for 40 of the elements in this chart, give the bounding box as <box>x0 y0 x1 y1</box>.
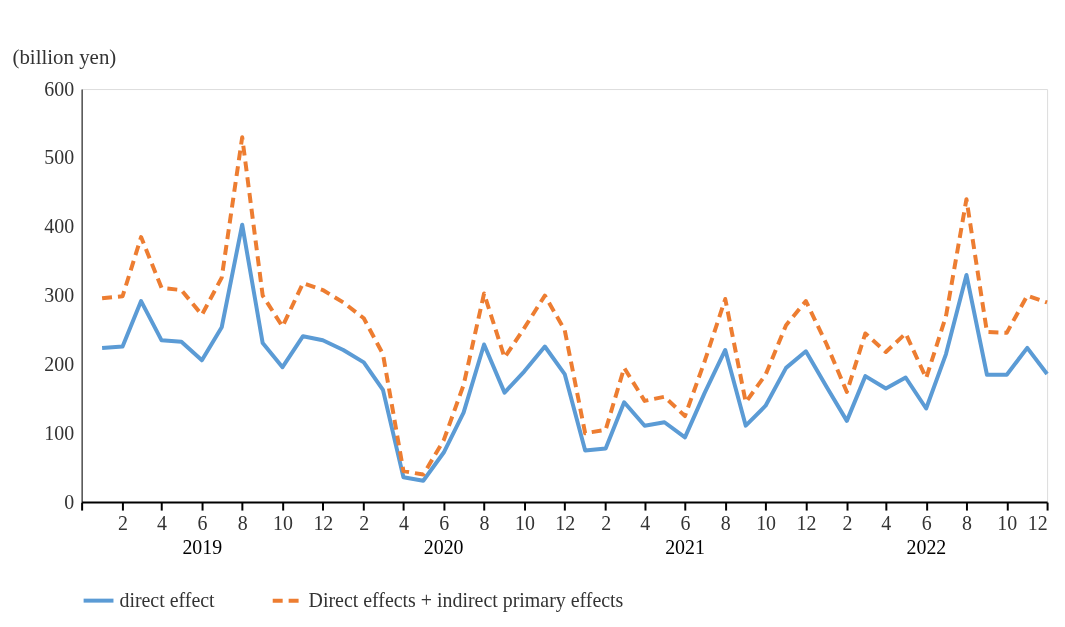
y-tick-label: 600 <box>44 77 75 100</box>
x-tick-label: 2 <box>118 512 129 535</box>
y-tick-label: 100 <box>44 421 75 444</box>
line-series <box>100 135 1050 477</box>
y-tick-label: 400 <box>44 215 75 238</box>
legend-label: Direct effects + indirect primary effects <box>308 588 624 612</box>
x-tick-label: 4 <box>881 512 892 535</box>
text: 2020 <box>423 535 464 558</box>
x-tick-label: 10 <box>514 512 535 535</box>
y-tick-label: 200 <box>44 352 75 375</box>
line-series <box>100 222 1050 483</box>
y-axis-title: (billion yen) <box>12 44 117 69</box>
x-tick-label: 10 <box>997 512 1018 535</box>
x-tick-label: 12 <box>313 512 334 535</box>
x-tick-label: 6 <box>921 512 932 535</box>
x-tick-label: 4 <box>157 512 168 535</box>
y-tick-label: 300 <box>44 284 75 307</box>
x-tick-label: 6 <box>439 512 450 535</box>
x-tick-label: 2 <box>359 512 370 535</box>
x-tick-label: 2 <box>601 512 612 535</box>
x-tick-label: 12 <box>796 512 817 535</box>
y-tick-label: 0 <box>64 490 75 513</box>
text: 2022 <box>906 535 947 558</box>
text: 2019 <box>182 535 223 558</box>
x-tick-label: 8 <box>961 512 972 535</box>
x-tick-label: 10 <box>273 512 294 535</box>
x-tick-label: 6 <box>197 512 208 535</box>
x-tick-label: 10 <box>756 512 777 535</box>
y-tick-label: 500 <box>44 146 75 169</box>
text: 2021 <box>665 535 705 558</box>
legend-label: direct effect <box>119 588 216 611</box>
x-tick-label: 2 <box>842 512 853 535</box>
x-tick-label: 6 <box>680 512 691 535</box>
x-tick-label: 8 <box>479 512 490 535</box>
x-tick-label: 4 <box>398 512 409 535</box>
x-tick-label: 8 <box>720 512 731 535</box>
x-tick-label: 12 <box>1027 512 1048 535</box>
x-tick-label: 8 <box>237 512 248 535</box>
x-tick-label: 4 <box>640 512 651 535</box>
x-tick-label: 12 <box>555 512 576 535</box>
